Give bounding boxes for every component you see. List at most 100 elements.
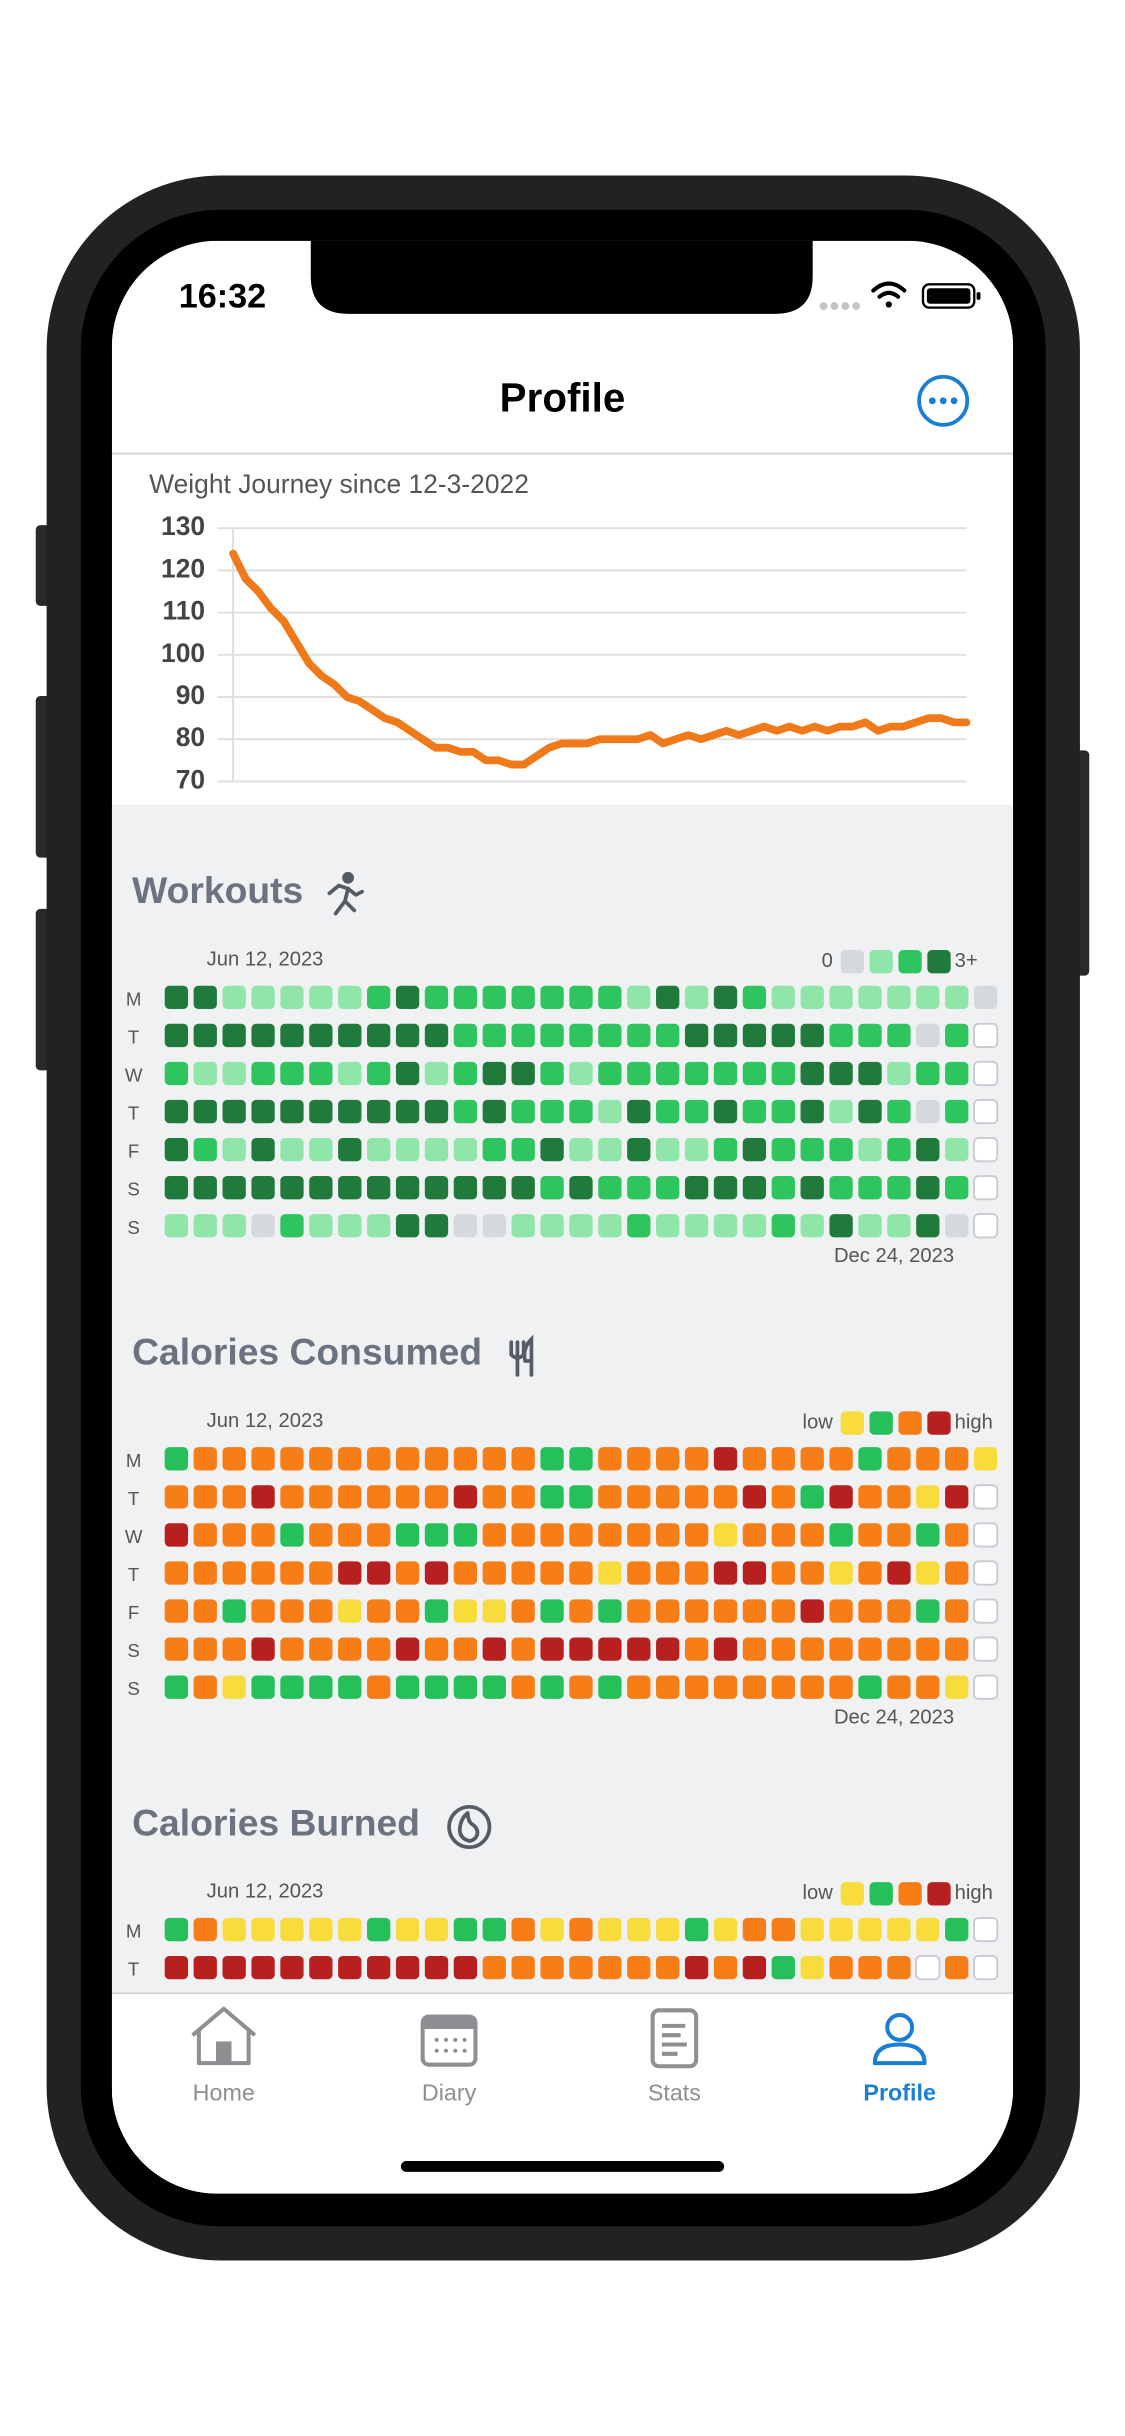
- heatmap-cell: [656, 1675, 680, 1699]
- heatmap-cell: [627, 1099, 651, 1124]
- heatmap-cell: [945, 1955, 969, 1980]
- heatmap-cell: [338, 1099, 362, 1124]
- heatmap-cell: [829, 1447, 853, 1471]
- heatmap-cell: [251, 1061, 275, 1086]
- heatmap-cell: [887, 1599, 911, 1623]
- heatmap-cell: [829, 1023, 853, 1048]
- heatmap-cell: [598, 1176, 622, 1200]
- heatmap-cell: [338, 1137, 362, 1162]
- legend-high: high: [955, 1882, 993, 1904]
- tab-label: Diary: [422, 2079, 477, 2105]
- heatmap-cell: [858, 1176, 882, 1200]
- weekday-label: M: [126, 1921, 142, 1942]
- heatmap-cell: [858, 1099, 882, 1124]
- heatmap-cell: [742, 1523, 767, 1547]
- heatmap-cell: [367, 1099, 391, 1124]
- legend-swatch: [840, 1882, 864, 1906]
- heatmap-cell: [540, 1675, 564, 1699]
- heatmap-cell: [338, 1955, 362, 1980]
- heatmap-cell: [338, 1447, 362, 1471]
- y-tick-label: 100: [161, 638, 205, 668]
- heatmap-cell: [280, 1917, 304, 1942]
- heatmap-cell: [309, 1917, 333, 1942]
- heatmap-cell: [511, 1561, 535, 1585]
- tab-home[interactable]: Home: [191, 2006, 257, 2106]
- heatmap-cell: [395, 1061, 420, 1086]
- heatmap-cell: [829, 1523, 853, 1547]
- heatmap-cell: [945, 1447, 969, 1471]
- heatmap-cell: [858, 1637, 882, 1661]
- heatmap-cell: [222, 1214, 246, 1238]
- heatmap-cell: [858, 1214, 882, 1238]
- heatmap-cell: [280, 1523, 304, 1547]
- heatmap-cell: [367, 1214, 391, 1238]
- tab-profile[interactable]: Profile: [863, 2012, 936, 2105]
- heatmap-cell: [684, 1561, 709, 1585]
- heatmap-cell: [771, 1447, 795, 1471]
- heatmap-cell: [887, 985, 911, 1010]
- heatmap-cell: [973, 1213, 999, 1239]
- heatmap-cell: [887, 1137, 911, 1162]
- heatmap-cell: [742, 1137, 767, 1162]
- heatmap-cell: [251, 1675, 275, 1699]
- heatmap-cell: [771, 1176, 795, 1200]
- heatmap-cell: [742, 1447, 767, 1471]
- heatmap-cell: [193, 1023, 217, 1048]
- heatmap-cell: [164, 1637, 189, 1661]
- weekday-label: T: [128, 1564, 139, 1585]
- heatmap-cell: [511, 1485, 535, 1509]
- heatmap-cell: [309, 1176, 333, 1200]
- heatmap-cell: [627, 1447, 651, 1471]
- heatmap-cell: [251, 1023, 275, 1048]
- heatmap-cell: [742, 1917, 767, 1942]
- weight-line: [229, 549, 971, 769]
- heatmap-cell: [598, 1955, 622, 1980]
- heatmap-cell: [338, 1917, 362, 1942]
- tab-diary[interactable]: Diary: [420, 2014, 478, 2106]
- heatmap-cell: [713, 1561, 738, 1585]
- section-title: Calories Burned: [132, 1801, 420, 1843]
- heatmap-cell: [511, 1917, 535, 1942]
- heatmap-cell: [684, 1447, 709, 1471]
- heatmap-cell: [222, 1023, 246, 1048]
- heatmap-cell: [251, 985, 275, 1010]
- heatmap-cell: [627, 1137, 651, 1162]
- heatmap-cell: [771, 1523, 795, 1547]
- heatmap-cell: [742, 1675, 767, 1699]
- heatmap-cell: [569, 1061, 593, 1086]
- heatmap-cell: [713, 1061, 738, 1086]
- heatmap-cell: [338, 1637, 362, 1661]
- heatmap-cell: [771, 1023, 795, 1048]
- weekday-label: T: [128, 1026, 139, 1047]
- tab-stats[interactable]: Stats: [648, 2008, 701, 2105]
- heatmap-cell: [193, 1599, 217, 1623]
- heatmap-cell: [395, 1176, 420, 1200]
- more-button[interactable]: [917, 374, 970, 427]
- heatmap-cell: [713, 1955, 738, 1980]
- heatmap-cell: [453, 1176, 478, 1200]
- heatmap-cell: [193, 1675, 217, 1699]
- heatmap-cell: [424, 1447, 449, 1471]
- wifi-icon: [871, 281, 907, 308]
- battery-icon: [921, 283, 981, 309]
- heatmap-cell: [713, 1917, 738, 1942]
- heatmap-cell: [164, 1675, 189, 1699]
- heatmap-cell: [164, 1061, 189, 1086]
- heatmap-cell: [800, 1675, 824, 1699]
- heatmap-cell: [916, 985, 940, 1010]
- heatmap-cell: [858, 1523, 882, 1547]
- heatmap-cell: [453, 1637, 478, 1661]
- heatmap-cell: [858, 1137, 882, 1162]
- y-tick-label: 120: [161, 553, 205, 583]
- legend-swatch: [898, 950, 922, 974]
- heatmap-cell: [453, 1523, 478, 1547]
- heatmap-cell: [800, 1061, 824, 1086]
- legend-swatch: [898, 1882, 922, 1906]
- heatmap-cell: [800, 1485, 824, 1509]
- heatmap-cell: [164, 1561, 189, 1585]
- heatmap-cell: [973, 1955, 999, 1981]
- heatmap-cell: [829, 1099, 853, 1124]
- heatmap-cell: [395, 985, 420, 1010]
